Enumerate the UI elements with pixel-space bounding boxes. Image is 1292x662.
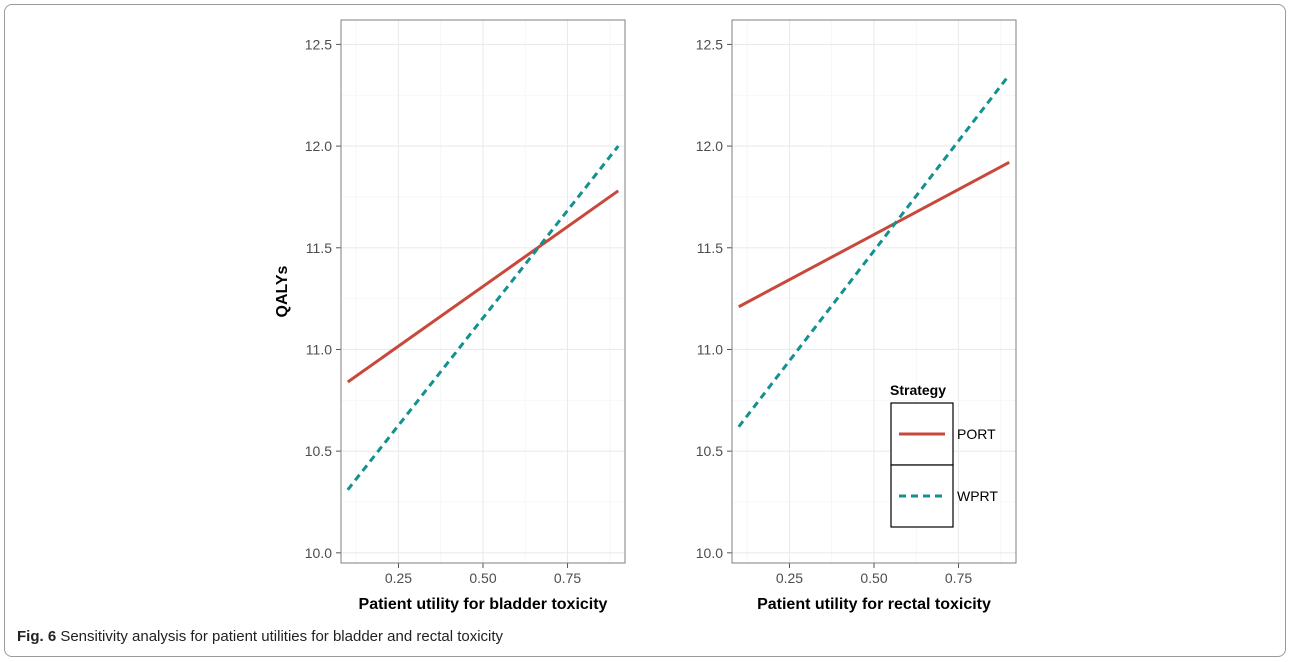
x-tick-label: 0.75 <box>554 570 581 586</box>
series-line-wprt <box>346 145 620 491</box>
x-axis-label: Patient utility for rectal toxicity <box>757 596 991 613</box>
y-tick-label: 11.5 <box>306 240 332 256</box>
x-tick-label: 0.50 <box>860 570 887 586</box>
y-axis-label: QALYs <box>274 265 291 317</box>
legend-label: PORT <box>957 426 996 442</box>
panel-border <box>731 19 1017 564</box>
y-tick-label: 10.0 <box>696 545 723 561</box>
y-tick-label: 11.5 <box>697 240 723 256</box>
x-tick-label: 0.75 <box>945 570 972 586</box>
y-tick-label: 12.5 <box>696 36 723 52</box>
x-tick-label: 0.25 <box>385 570 412 586</box>
figure-label: Fig. 6 <box>17 628 57 645</box>
panel-border <box>340 19 626 564</box>
figure-caption-text: Sensitivity analysis for patient utiliti… <box>56 628 504 645</box>
series-line-port <box>346 189 620 384</box>
x-tick-label: 0.25 <box>776 570 803 586</box>
legend-title: Strategy <box>890 382 946 398</box>
y-tick-label: 11.0 <box>697 341 723 357</box>
y-tick-label: 12.0 <box>696 138 723 154</box>
y-tick-label: 11.0 <box>306 341 332 357</box>
y-tick-label: 12.5 <box>305 36 332 52</box>
legend-key-box <box>890 464 954 528</box>
y-tick-label: 10.5 <box>305 443 332 459</box>
series-line-wprt <box>737 73 1011 428</box>
y-tick-label: 10.0 <box>305 545 332 561</box>
figure-frame <box>4 4 1286 657</box>
series-line-port <box>738 161 1010 309</box>
y-tick-label: 12.0 <box>305 138 332 154</box>
x-axis-label: Patient utility for bladder toxicity <box>359 596 608 613</box>
legend-label: WPRT <box>957 488 998 504</box>
x-tick-label: 0.50 <box>469 570 496 586</box>
y-tick-label: 10.5 <box>696 443 723 459</box>
figure-caption: Fig. 6 Sensitivity analysis for patient … <box>17 628 503 645</box>
